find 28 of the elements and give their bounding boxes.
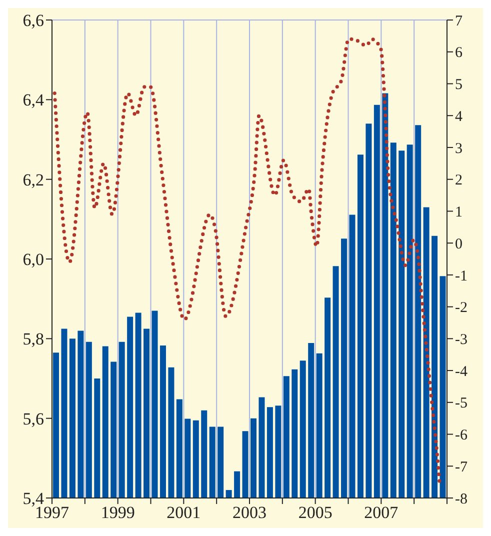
y2-tick-label: 0 (455, 236, 462, 252)
y-tick-label: 6,4 (22, 90, 44, 110)
y2-tick-label: 1 (455, 204, 462, 221)
x-tick-label: 2007 (364, 503, 399, 522)
y2-tick-label: -6 (455, 428, 468, 444)
y2-tick-label: 7 (455, 13, 463, 30)
x-tick-label: 2003 (232, 503, 266, 522)
y-tick-label: 6,2 (22, 170, 44, 190)
y-tick-label: 5,8 (22, 330, 44, 349)
y2-tick-label: 5 (455, 77, 462, 94)
y-tick-label: 5,6 (22, 409, 44, 428)
y2-tick-label: -1 (455, 268, 468, 284)
y2-tick-label: -7 (455, 459, 468, 476)
y2-tick-label: -4 (455, 364, 468, 380)
y-tick-label: 6,0 (22, 250, 44, 270)
y2-tick-label: -2 (455, 300, 468, 316)
y2-tick-label: -8 (455, 491, 468, 508)
y2-tick-label: 2 (455, 172, 462, 189)
y2-tick-label: -5 (455, 396, 468, 412)
y2-tick-label: 3 (455, 140, 462, 157)
y2-tick-label: -3 (455, 332, 468, 348)
x-tick-label: 2001 (166, 503, 201, 522)
x-tick-label: 1999 (100, 503, 135, 522)
y2-tick-label: 6 (455, 45, 463, 62)
x-tick-label: 1997 (35, 503, 70, 522)
y2-tick-label: 4 (455, 108, 463, 125)
x-tick-label: 2005 (298, 503, 332, 522)
y-tick-label: 6,6 (22, 11, 44, 30)
